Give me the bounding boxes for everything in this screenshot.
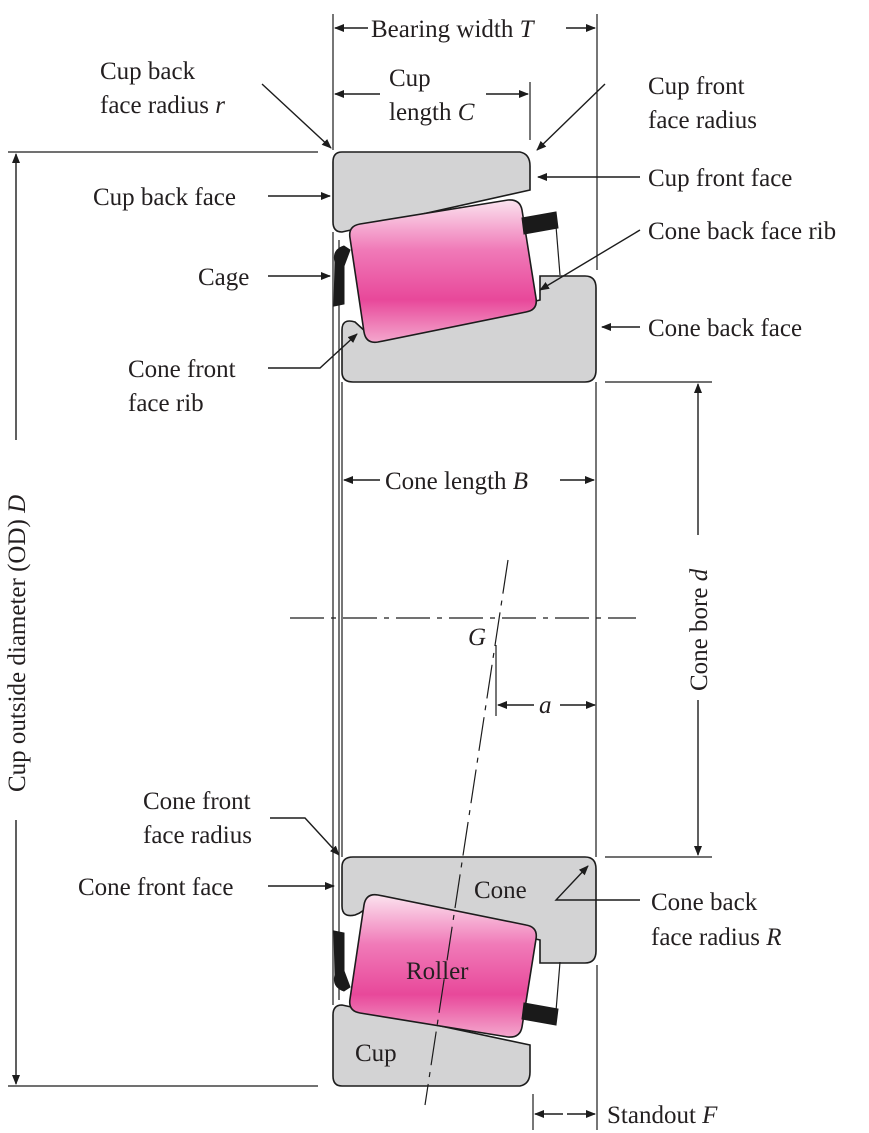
label-cone-back-face-radius-1: Cone back [651, 889, 758, 916]
label-cup-front-face: Cup front face [648, 165, 792, 192]
leader-cone-front-face-rib [268, 333, 358, 369]
label-cone-length: Cone length B [385, 468, 528, 495]
label-cup-back-face-radius-1: Cup back [100, 58, 196, 85]
cage-top-left [333, 245, 351, 307]
leader-cone-back-face-rib [539, 229, 641, 291]
label-cup-front-face-radius-2: face radius [648, 107, 757, 134]
label-cup-length-2: length C [389, 99, 475, 126]
label-g-point: G [468, 624, 486, 651]
label-cup-front-face-radius-1: Cup front [648, 73, 745, 100]
cup-top-section [332, 151, 531, 233]
label-cone-front-face-rib-1: Cone front [128, 356, 236, 383]
label-standout: Standout F [607, 1102, 718, 1129]
cage-bottom-left [333, 930, 351, 992]
cup-bottom-section [332, 1004, 531, 1087]
label-cup-length-1: Cup [389, 65, 431, 92]
label-a-dim: a [539, 692, 552, 719]
label-cone-bore: Cone bore d [686, 568, 713, 691]
label-cone-front-face-rib-2: face rib [128, 390, 204, 417]
label-cone-front-face-radius-2: face radius [143, 822, 252, 849]
label-cone-back-face-rib: Cone back face rib [648, 218, 836, 245]
label-cone-front-face-radius-1: Cone front [143, 788, 251, 815]
label-cone-back-face-radius-2: face radius R [651, 924, 782, 951]
cage-bottom-right [521, 1002, 559, 1026]
cage-top-right [521, 211, 559, 235]
roller-top [348, 199, 538, 344]
label-cone-front-face: Cone front face [78, 874, 233, 901]
label-cone: Cone [474, 877, 527, 904]
leader-cone-front-face-radius [270, 817, 340, 856]
roller-axis-line [424, 559, 509, 1106]
label-cup-od: Cup outside diameter (OD) D [4, 495, 31, 792]
label-cup: Cup [355, 1040, 397, 1067]
label-cage: Cage [198, 264, 249, 291]
label-cup-back-face-radius-2: face radius r [100, 92, 225, 119]
cage-top-strut [555, 225, 561, 276]
leader-cup-back-face-radius [261, 83, 332, 149]
leader-cone-back-face-radius [554, 865, 640, 901]
roller-bottom [348, 893, 538, 1038]
cage-bottom-strut [555, 961, 561, 1012]
label-cone-back-face: Cone back face [648, 315, 802, 342]
label-roller: Roller [406, 958, 469, 985]
leader-cup-front-face-radius [536, 83, 606, 151]
label-bearing-width: Bearing width T [371, 16, 536, 43]
label-cup-back-face: Cup back face [93, 184, 236, 211]
